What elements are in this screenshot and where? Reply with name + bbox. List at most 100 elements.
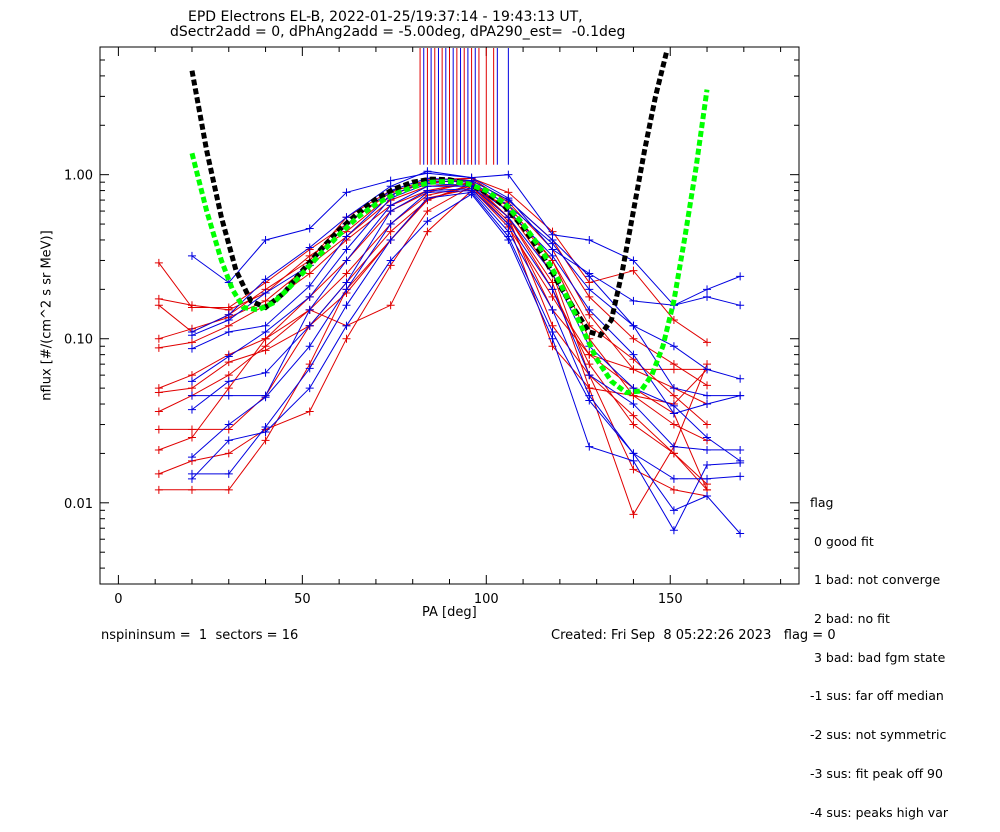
data-point-blue xyxy=(305,384,314,393)
footer-right: Created: Fri Sep 8 05:22:26 2023 flag = … xyxy=(551,628,836,643)
series-line-red xyxy=(158,185,708,485)
data-point-blue xyxy=(187,251,196,260)
data-point-red xyxy=(629,334,638,343)
data-point-blue xyxy=(548,334,557,343)
data-point-red xyxy=(154,334,163,343)
data-point-blue xyxy=(224,316,233,325)
data-point-blue xyxy=(736,391,745,400)
data-point-red xyxy=(305,269,314,278)
data-point-blue xyxy=(585,371,594,380)
data-point-red xyxy=(703,381,712,390)
data-point-blue xyxy=(703,474,712,483)
data-point-blue xyxy=(548,239,557,248)
data-point-blue xyxy=(187,405,196,414)
data-point-red xyxy=(187,384,196,393)
data-point-red xyxy=(423,207,432,216)
data-point-red xyxy=(342,269,351,278)
data-point-blue xyxy=(703,365,712,374)
data-point-red xyxy=(187,485,196,494)
legend-item: -4 sus: peaks high var xyxy=(810,804,949,820)
data-point-red xyxy=(585,292,594,301)
data-point-blue xyxy=(305,292,314,301)
flag-legend: flag 0 good fit 1 bad: not converge 2 ba… xyxy=(810,471,948,832)
data-point-blue xyxy=(736,458,745,467)
data-point-red xyxy=(669,391,678,400)
data-point-blue xyxy=(342,188,351,197)
data-point-blue xyxy=(703,285,712,294)
data-point-red xyxy=(187,425,196,434)
data-point-blue xyxy=(736,301,745,310)
data-point-blue xyxy=(629,384,638,393)
data-point-red xyxy=(224,449,233,458)
data-point-blue xyxy=(585,285,594,294)
data-point-blue xyxy=(585,305,594,314)
data-point-blue xyxy=(305,321,314,330)
legend-item: 0 good fit xyxy=(810,533,874,549)
data-point-red xyxy=(305,407,314,416)
data-point-red xyxy=(154,445,163,454)
data-point-blue xyxy=(224,352,233,361)
series-line-red xyxy=(158,188,708,491)
data-point-red xyxy=(629,266,638,275)
data-point-blue xyxy=(305,243,314,252)
fit-curve-green xyxy=(189,89,710,396)
data-point-blue xyxy=(261,327,270,336)
x-tick-label: 100 xyxy=(474,592,499,607)
series-line-red xyxy=(158,183,708,441)
data-point-blue xyxy=(703,292,712,301)
data-point-blue xyxy=(305,364,314,373)
data-point-red xyxy=(703,338,712,347)
data-point-blue xyxy=(386,235,395,244)
data-point-blue xyxy=(669,409,678,418)
data-point-blue xyxy=(423,167,432,176)
x-axis-label: PA [deg] xyxy=(422,605,477,620)
data-point-blue xyxy=(187,474,196,483)
data-point-blue xyxy=(629,400,638,409)
series-line-blue xyxy=(191,177,741,380)
data-point-blue xyxy=(342,232,351,241)
data-point-blue xyxy=(224,420,233,429)
data-point-blue xyxy=(261,393,270,402)
legend-item: 3 bad: bad fgm state xyxy=(810,649,946,665)
data-point-red xyxy=(342,334,351,343)
data-point-red xyxy=(154,343,163,352)
data-point-red xyxy=(629,391,638,400)
data-point-blue xyxy=(305,342,314,351)
data-point-blue xyxy=(504,170,513,179)
data-point-red xyxy=(187,433,196,442)
data-point-red xyxy=(423,227,432,236)
data-point-blue xyxy=(187,331,196,340)
data-point-blue xyxy=(342,256,351,265)
data-point-red xyxy=(261,436,270,445)
data-point-blue xyxy=(423,194,432,203)
data-point-blue xyxy=(629,350,638,359)
data-point-blue xyxy=(305,305,314,314)
data-point-red xyxy=(703,420,712,429)
data-point-blue xyxy=(736,472,745,481)
data-point-red xyxy=(585,360,594,369)
data-point-blue xyxy=(548,285,557,294)
series-line-blue xyxy=(191,188,741,451)
pitch-angle-plot: 0 50 100 150 0.01 0.10 1.00 xyxy=(64,46,800,607)
data-point-red xyxy=(154,407,163,416)
data-point-blue xyxy=(669,401,678,410)
data-point-blue xyxy=(736,445,745,454)
data-point-red xyxy=(154,469,163,478)
series-line-blue xyxy=(191,190,741,480)
data-point-red xyxy=(629,420,638,429)
data-series xyxy=(154,167,745,538)
data-point-red xyxy=(154,258,163,267)
data-point-red xyxy=(154,301,163,310)
legend-item: 2 bad: no fit xyxy=(810,610,890,626)
data-point-red xyxy=(629,365,638,374)
data-point-blue xyxy=(629,449,638,458)
data-point-blue xyxy=(585,235,594,244)
data-point-red xyxy=(629,465,638,474)
x-tick-label: 150 xyxy=(658,592,683,607)
data-point-red xyxy=(224,485,233,494)
data-point-blue xyxy=(224,469,233,478)
data-point-blue xyxy=(703,400,712,409)
data-point-blue xyxy=(585,396,594,405)
series-line-red xyxy=(158,190,708,451)
data-point-blue xyxy=(629,296,638,305)
